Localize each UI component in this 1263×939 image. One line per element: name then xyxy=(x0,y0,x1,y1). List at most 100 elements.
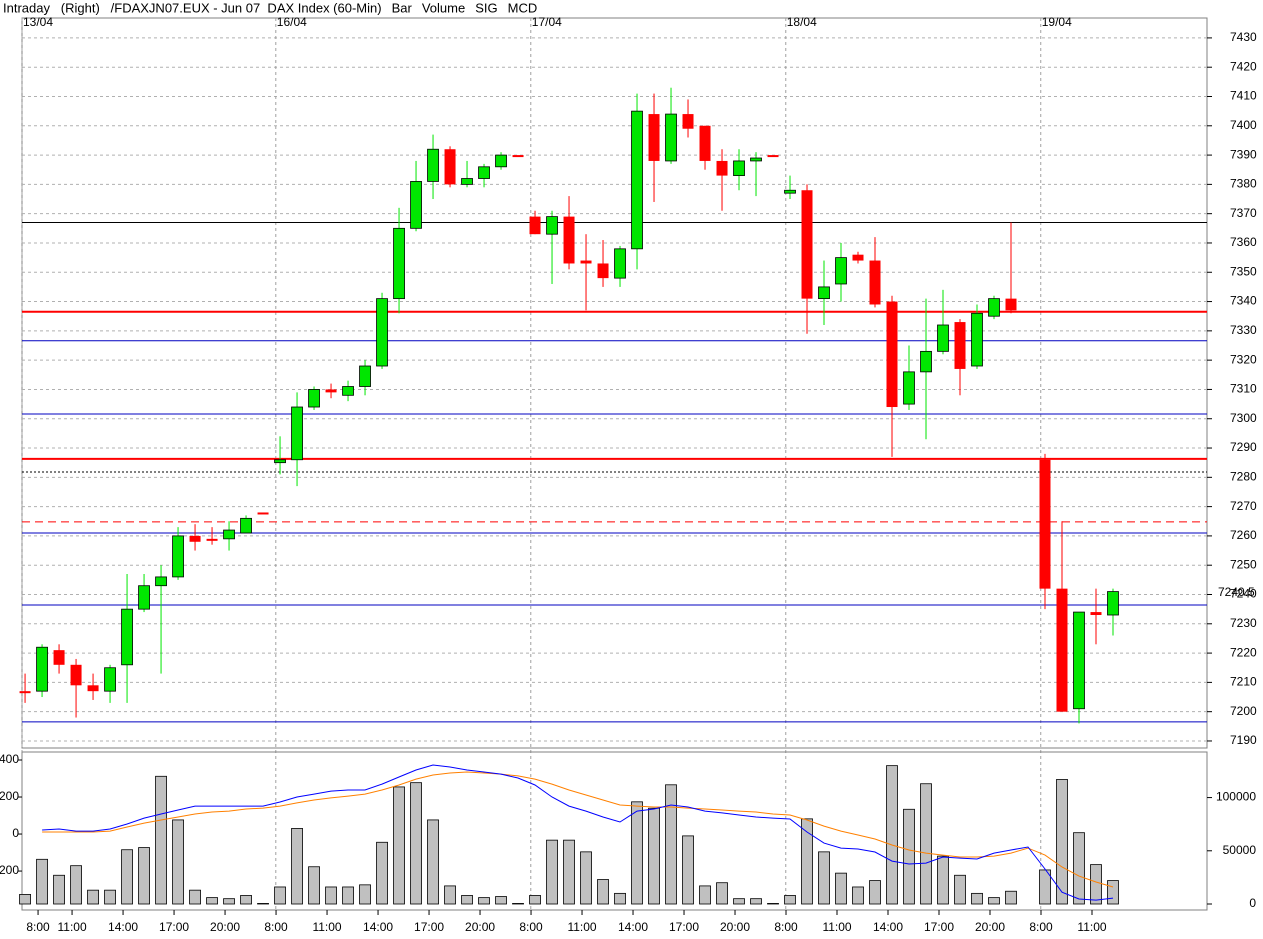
volume-bar xyxy=(682,835,694,905)
candle-body xyxy=(427,148,439,182)
candle-body xyxy=(767,155,779,158)
candle-body xyxy=(801,190,813,299)
x-tick-label: 20:00 xyxy=(975,920,1005,934)
volume-bar xyxy=(138,847,150,905)
candle-body xyxy=(1073,611,1085,710)
candle-body xyxy=(274,459,286,464)
candle-body xyxy=(818,286,830,300)
candle-body xyxy=(121,608,133,666)
y-tick-label: 7400 xyxy=(1230,118,1257,132)
y-tick-label: 7290 xyxy=(1230,440,1257,454)
y-tick-label: 7310 xyxy=(1230,382,1257,396)
volume-bar xyxy=(699,885,711,905)
candle-body xyxy=(257,512,269,515)
y-tick-label: 0 xyxy=(12,826,19,840)
candle-body xyxy=(104,667,116,692)
x-tick-label: 8:00 xyxy=(1029,920,1053,934)
candle-body xyxy=(444,149,456,185)
legend-entry: SIG xyxy=(475,0,497,15)
volume-bar xyxy=(631,801,643,905)
volume-bar xyxy=(818,851,830,905)
y-tick-label: 7230 xyxy=(1230,616,1257,630)
candle-body xyxy=(1107,591,1119,616)
volume-bar xyxy=(597,879,609,905)
volume-bar xyxy=(733,898,745,905)
volume-bar xyxy=(1005,890,1017,905)
x-tick-label: 11:00 xyxy=(57,920,86,934)
y-tick-label: 7360 xyxy=(1230,235,1257,249)
y-tick-label: 7380 xyxy=(1230,177,1257,191)
volume-bar xyxy=(223,898,235,905)
date-label: 19/04 xyxy=(1042,15,1072,29)
candle-body xyxy=(325,389,337,393)
candle-body xyxy=(206,538,218,541)
x-tick-label: 20:00 xyxy=(465,920,495,934)
date-label: 17/04 xyxy=(532,15,562,29)
volume-bar xyxy=(580,851,592,905)
candle-body xyxy=(70,664,82,686)
volume-bar xyxy=(444,885,456,905)
volume-bar xyxy=(1073,832,1085,905)
x-tick-label: 17:00 xyxy=(924,920,954,934)
candle-body xyxy=(937,324,949,352)
volume-bar xyxy=(971,892,983,905)
candle-body xyxy=(291,406,303,461)
volume-bar xyxy=(512,903,524,905)
x-tick-label: 14:00 xyxy=(108,920,138,934)
y-tick-label: 7430 xyxy=(1230,30,1257,44)
candle-body xyxy=(784,189,796,194)
volume-bar xyxy=(563,839,575,905)
x-tick-label: 11:00 xyxy=(822,920,851,934)
candle-body xyxy=(87,685,99,692)
candle-body xyxy=(682,114,694,129)
volume-bar xyxy=(155,775,167,905)
candle-body xyxy=(512,155,524,158)
y-tick-label: -200 xyxy=(0,863,19,877)
candle-body xyxy=(1056,588,1068,712)
volume-bar xyxy=(308,866,320,905)
candle-body xyxy=(597,263,609,279)
volume-bar xyxy=(461,895,473,905)
volume-bar xyxy=(359,884,371,905)
x-tick-label: 11:00 xyxy=(567,920,596,934)
y-tick-label: 7350 xyxy=(1230,264,1257,278)
volume-bar xyxy=(291,828,303,905)
candle-body xyxy=(19,691,31,694)
volume-bar xyxy=(410,782,422,905)
candle-body xyxy=(223,529,235,540)
price-panel-frame xyxy=(21,17,1208,749)
volume-bar xyxy=(937,855,949,905)
volume-bar xyxy=(189,889,201,905)
x-tick-label: 14:00 xyxy=(618,920,648,934)
x-tick-label: 8:00 xyxy=(774,920,798,934)
candle-body xyxy=(716,160,728,176)
volume-bar xyxy=(240,895,252,905)
candle-body xyxy=(189,535,201,542)
candle-body xyxy=(376,298,388,367)
candle-body xyxy=(36,646,48,692)
volume-bar xyxy=(427,819,439,905)
volume-bar xyxy=(886,765,898,905)
candle-body xyxy=(852,254,864,261)
volume-bar xyxy=(478,897,490,905)
candle-body xyxy=(1039,459,1051,589)
volume-bar xyxy=(988,897,1000,905)
volume-bar xyxy=(835,872,847,905)
candle-body xyxy=(410,181,422,229)
volume-bar xyxy=(393,786,405,905)
candle-body xyxy=(750,157,762,162)
volume-bar xyxy=(121,849,133,905)
volume-bar xyxy=(325,886,337,905)
y-tick-label: 7320 xyxy=(1230,352,1257,366)
y2-tick-label: 50000 xyxy=(1223,843,1257,857)
candle-body xyxy=(461,178,473,185)
y-tick-label: 7270 xyxy=(1230,499,1257,513)
candle-body xyxy=(665,113,677,162)
date-label: 18/04 xyxy=(787,15,817,29)
candle-body xyxy=(529,216,541,235)
y-tick-label: 7210 xyxy=(1230,675,1257,689)
legend-entry: Volume xyxy=(422,0,465,15)
y-tick-label: 7410 xyxy=(1230,89,1257,103)
candle-body xyxy=(835,257,847,285)
x-tick-label: 11:00 xyxy=(312,920,341,934)
